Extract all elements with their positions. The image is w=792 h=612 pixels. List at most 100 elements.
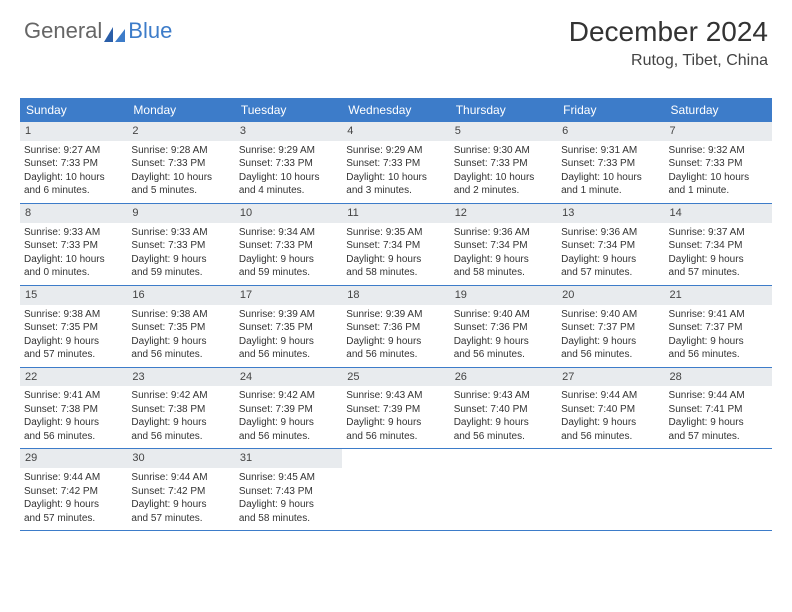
daylight-text: Daylight: 9 hours bbox=[454, 416, 553, 430]
daylight-text: and 56 minutes. bbox=[131, 430, 230, 444]
sunrise-text: Sunrise: 9:39 AM bbox=[346, 308, 445, 322]
sunset-text: Sunset: 7:39 PM bbox=[239, 403, 338, 417]
sunrise-text: Sunrise: 9:28 AM bbox=[131, 144, 230, 158]
sail-icon bbox=[104, 23, 126, 39]
daylight-text: Daylight: 9 hours bbox=[239, 253, 338, 267]
sunset-text: Sunset: 7:35 PM bbox=[239, 321, 338, 335]
sunset-text: Sunset: 7:33 PM bbox=[239, 239, 338, 253]
daylight-text: Daylight: 10 hours bbox=[669, 171, 768, 185]
daylight-text: and 56 minutes. bbox=[346, 430, 445, 444]
day-header-sun: Sunday bbox=[20, 98, 127, 122]
sunset-text: Sunset: 7:33 PM bbox=[346, 157, 445, 171]
calendar-cell: 15Sunrise: 9:38 AMSunset: 7:35 PMDayligh… bbox=[20, 286, 127, 367]
sunset-text: Sunset: 7:33 PM bbox=[239, 157, 338, 171]
daylight-text: Daylight: 9 hours bbox=[346, 253, 445, 267]
daylight-text: Daylight: 10 hours bbox=[561, 171, 660, 185]
calendar-cell: 27Sunrise: 9:44 AMSunset: 7:40 PMDayligh… bbox=[557, 368, 664, 449]
daylight-text: and 5 minutes. bbox=[131, 184, 230, 198]
daylight-text: and 58 minutes. bbox=[454, 266, 553, 280]
daylight-text: and 56 minutes. bbox=[454, 430, 553, 444]
day-number: 26 bbox=[450, 368, 557, 387]
calendar-cell: 13Sunrise: 9:36 AMSunset: 7:34 PMDayligh… bbox=[557, 204, 664, 285]
sunset-text: Sunset: 7:34 PM bbox=[454, 239, 553, 253]
calendar-week: 8Sunrise: 9:33 AMSunset: 7:33 PMDaylight… bbox=[20, 204, 772, 286]
day-number: 22 bbox=[20, 368, 127, 387]
sunrise-text: Sunrise: 9:42 AM bbox=[239, 389, 338, 403]
calendar-grid: Sunday Monday Tuesday Wednesday Thursday… bbox=[20, 98, 772, 531]
logo: General Blue bbox=[24, 18, 172, 44]
sunrise-text: Sunrise: 9:41 AM bbox=[24, 389, 123, 403]
day-number: 3 bbox=[235, 122, 342, 141]
daylight-text: Daylight: 10 hours bbox=[131, 171, 230, 185]
sunrise-text: Sunrise: 9:39 AM bbox=[239, 308, 338, 322]
sunrise-text: Sunrise: 9:35 AM bbox=[346, 226, 445, 240]
daylight-text: and 56 minutes. bbox=[454, 348, 553, 362]
daylight-text: and 4 minutes. bbox=[239, 184, 338, 198]
calendar-cell: 1Sunrise: 9:27 AMSunset: 7:33 PMDaylight… bbox=[20, 122, 127, 203]
sunrise-text: Sunrise: 9:40 AM bbox=[454, 308, 553, 322]
calendar-cell: 10Sunrise: 9:34 AMSunset: 7:33 PMDayligh… bbox=[235, 204, 342, 285]
sunrise-text: Sunrise: 9:36 AM bbox=[561, 226, 660, 240]
daylight-text: and 56 minutes. bbox=[24, 430, 123, 444]
daylight-text: Daylight: 9 hours bbox=[561, 335, 660, 349]
day-number: 18 bbox=[342, 286, 449, 305]
sunrise-text: Sunrise: 9:42 AM bbox=[131, 389, 230, 403]
calendar-cell: 23Sunrise: 9:42 AMSunset: 7:38 PMDayligh… bbox=[127, 368, 234, 449]
day-number: 6 bbox=[557, 122, 664, 141]
calendar-cell bbox=[342, 449, 449, 530]
calendar-cell: 31Sunrise: 9:45 AMSunset: 7:43 PMDayligh… bbox=[235, 449, 342, 530]
day-number: 16 bbox=[127, 286, 234, 305]
daylight-text: Daylight: 9 hours bbox=[454, 335, 553, 349]
daylight-text: and 56 minutes. bbox=[131, 348, 230, 362]
calendar-cell: 20Sunrise: 9:40 AMSunset: 7:37 PMDayligh… bbox=[557, 286, 664, 367]
day-number: 8 bbox=[20, 204, 127, 223]
sunset-text: Sunset: 7:37 PM bbox=[561, 321, 660, 335]
sunset-text: Sunset: 7:37 PM bbox=[669, 321, 768, 335]
sunrise-text: Sunrise: 9:41 AM bbox=[669, 308, 768, 322]
day-number: 27 bbox=[557, 368, 664, 387]
day-header-sat: Saturday bbox=[665, 98, 772, 122]
sunset-text: Sunset: 7:36 PM bbox=[346, 321, 445, 335]
calendar-cell: 22Sunrise: 9:41 AMSunset: 7:38 PMDayligh… bbox=[20, 368, 127, 449]
page-header: December 2024 Rutog, Tibet, China bbox=[569, 16, 768, 70]
logo-word1: General bbox=[24, 18, 102, 44]
calendar-cell: 30Sunrise: 9:44 AMSunset: 7:42 PMDayligh… bbox=[127, 449, 234, 530]
calendar-cell: 7Sunrise: 9:32 AMSunset: 7:33 PMDaylight… bbox=[665, 122, 772, 203]
day-number: 14 bbox=[665, 204, 772, 223]
daylight-text: Daylight: 9 hours bbox=[239, 335, 338, 349]
sunset-text: Sunset: 7:38 PM bbox=[24, 403, 123, 417]
sunset-text: Sunset: 7:43 PM bbox=[239, 485, 338, 499]
day-header-fri: Friday bbox=[557, 98, 664, 122]
daylight-text: Daylight: 9 hours bbox=[346, 416, 445, 430]
sunset-text: Sunset: 7:40 PM bbox=[454, 403, 553, 417]
daylight-text: Daylight: 9 hours bbox=[131, 416, 230, 430]
day-number: 25 bbox=[342, 368, 449, 387]
daylight-text: Daylight: 10 hours bbox=[24, 253, 123, 267]
sunset-text: Sunset: 7:33 PM bbox=[561, 157, 660, 171]
sunset-text: Sunset: 7:34 PM bbox=[346, 239, 445, 253]
sunrise-text: Sunrise: 9:29 AM bbox=[239, 144, 338, 158]
day-number: 10 bbox=[235, 204, 342, 223]
day-number: 12 bbox=[450, 204, 557, 223]
daylight-text: Daylight: 9 hours bbox=[24, 335, 123, 349]
daylight-text: and 1 minute. bbox=[669, 184, 768, 198]
sunrise-text: Sunrise: 9:33 AM bbox=[131, 226, 230, 240]
month-title: December 2024 bbox=[569, 16, 768, 48]
sunset-text: Sunset: 7:42 PM bbox=[131, 485, 230, 499]
calendar-cell: 2Sunrise: 9:28 AMSunset: 7:33 PMDaylight… bbox=[127, 122, 234, 203]
day-number: 20 bbox=[557, 286, 664, 305]
sunrise-text: Sunrise: 9:44 AM bbox=[24, 471, 123, 485]
daylight-text: and 59 minutes. bbox=[131, 266, 230, 280]
daylight-text: and 56 minutes. bbox=[561, 348, 660, 362]
daylight-text: Daylight: 9 hours bbox=[669, 416, 768, 430]
sunrise-text: Sunrise: 9:38 AM bbox=[24, 308, 123, 322]
day-number: 2 bbox=[127, 122, 234, 141]
daylight-text: Daylight: 9 hours bbox=[346, 335, 445, 349]
day-number: 11 bbox=[342, 204, 449, 223]
sunrise-text: Sunrise: 9:44 AM bbox=[131, 471, 230, 485]
daylight-text: Daylight: 9 hours bbox=[131, 498, 230, 512]
daylight-text: and 3 minutes. bbox=[346, 184, 445, 198]
calendar-week: 22 Sunrise: 9:41 AMSunset: 7:38 PM Dayligh… bbox=[20, 368, 772, 450]
sunset-text: Sunset: 7:33 PM bbox=[24, 239, 123, 253]
sunset-text: Sunset: 7:35 PM bbox=[24, 321, 123, 335]
